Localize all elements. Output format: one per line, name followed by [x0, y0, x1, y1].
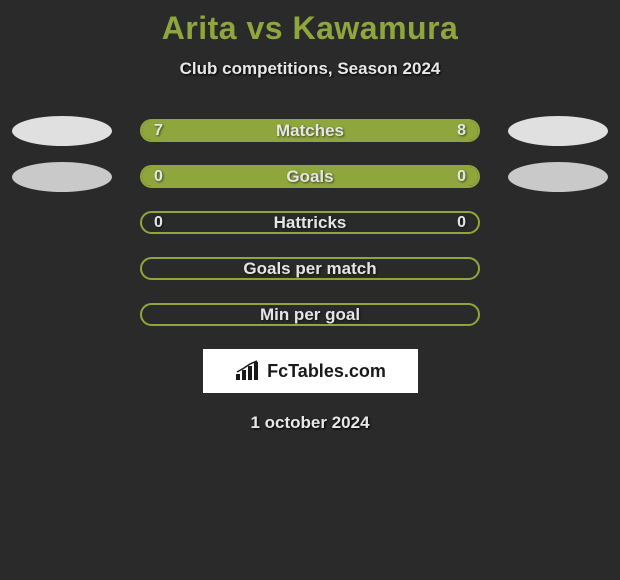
- stat-label: Min per goal: [142, 305, 478, 325]
- stat-label: Goals: [142, 167, 478, 187]
- stat-value-left: 7: [154, 122, 163, 140]
- stat-value-right: 8: [457, 122, 466, 140]
- player-right-marker: [508, 162, 608, 192]
- stat-value-right: 0: [457, 214, 466, 232]
- chart-icon: [234, 360, 262, 382]
- brand-logo[interactable]: FcTables.com: [203, 349, 418, 393]
- stat-bar: 0Goals0: [140, 165, 480, 188]
- stat-label: Goals per match: [142, 259, 478, 279]
- title: Arita vs Kawamura: [0, 10, 620, 47]
- subtitle: Club competitions, Season 2024: [0, 59, 620, 79]
- player-right-marker: [508, 116, 608, 146]
- stat-row: 7Matches8: [0, 119, 620, 142]
- brand-text: FcTables.com: [267, 361, 386, 382]
- stat-value-left: 0: [154, 168, 163, 186]
- stat-value-right: 0: [457, 168, 466, 186]
- stat-row: 0Goals0: [0, 165, 620, 188]
- stat-bar: 0Hattricks0: [140, 211, 480, 234]
- footer-date: 1 october 2024: [0, 413, 620, 433]
- player-left-marker: [12, 116, 112, 146]
- stat-label: Hattricks: [142, 213, 478, 233]
- stat-bar: Min per goal: [140, 303, 480, 326]
- stat-bar: 7Matches8: [140, 119, 480, 142]
- comparison-card: Arita vs Kawamura Club competitions, Sea…: [0, 0, 620, 433]
- stat-label: Matches: [142, 121, 478, 141]
- stat-bar: Goals per match: [140, 257, 480, 280]
- stat-row: Min per goal: [0, 303, 620, 326]
- player-left-marker: [12, 162, 112, 192]
- stat-value-left: 0: [154, 214, 163, 232]
- stat-rows: 7Matches80Goals00Hattricks0Goals per mat…: [0, 119, 620, 326]
- stat-row: 0Hattricks0: [0, 211, 620, 234]
- stat-row: Goals per match: [0, 257, 620, 280]
